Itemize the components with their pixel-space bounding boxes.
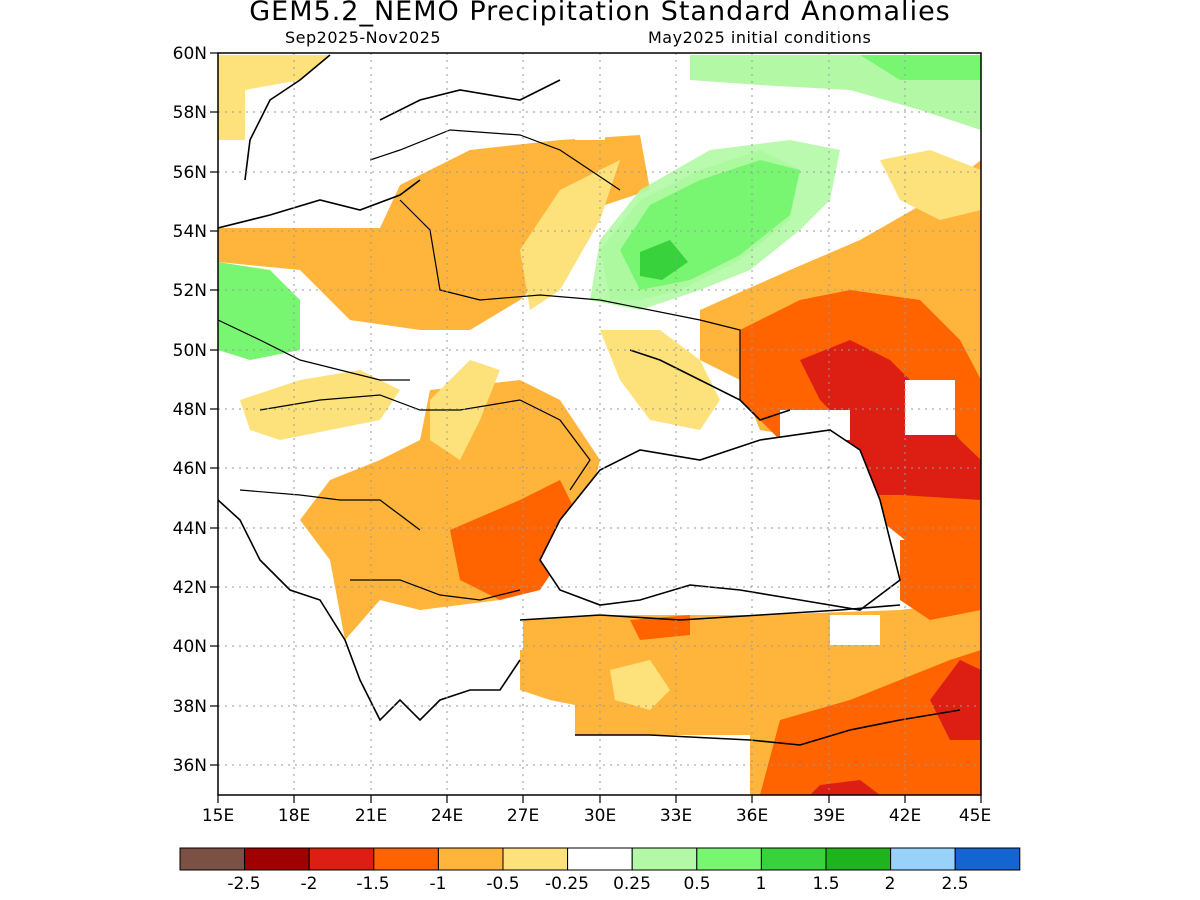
colorbar-swatch: [696, 847, 762, 871]
lon-label: 45E: [959, 806, 991, 826]
colorbar-swatch: [760, 847, 827, 871]
lat-label: 42N: [173, 578, 207, 598]
colorbar-swatch: [631, 847, 698, 871]
lon-label: 21E: [355, 806, 387, 826]
colorbar-label: 1.5: [812, 874, 839, 894]
longitude-labels: 15E 18E 21E 24E 27E 30E 33E 36E 39E 42E …: [202, 806, 991, 826]
lat-label: 36N: [173, 756, 207, 776]
colorbar-labels: -2.5 -2 -1.5 -1 -0.5 -0.25 0.25 0.5 1 1.…: [227, 874, 968, 894]
colorbar-label: 1: [756, 874, 767, 894]
colorbar-swatch: [244, 847, 310, 871]
lon-label: 30E: [584, 806, 616, 826]
colorbar-label: -0.5: [486, 874, 519, 894]
colorbar-label: 0.25: [613, 874, 651, 894]
map-title: GEM5.2_NEMO Precipitation Standard Anoma…: [249, 0, 951, 27]
lon-label: 27E: [507, 806, 539, 826]
colorbar-label: -2.5: [227, 874, 260, 894]
colorbar-label: -0.25: [545, 874, 589, 894]
lat-label: 56N: [173, 163, 207, 183]
lon-label: 24E: [431, 806, 463, 826]
colorbar-swatch: [308, 847, 375, 871]
lon-label: 36E: [736, 806, 768, 826]
lon-label: 39E: [813, 806, 845, 826]
colorbar-label: -2: [301, 874, 318, 894]
latitude-labels: 60N 58N 56N 54N 52N 50N 48N 46N 44N 42N …: [173, 44, 207, 776]
lat-label: 60N: [173, 44, 207, 64]
gridlines: [218, 53, 981, 795]
lon-label: 33E: [660, 806, 692, 826]
lat-label: 46N: [173, 459, 207, 479]
colorbar: [179, 847, 1021, 871]
lat-label: 44N: [173, 519, 207, 539]
colorbar-swatch: [502, 847, 569, 871]
colorbar-label: 2: [885, 874, 896, 894]
lon-label: 42E: [889, 806, 921, 826]
colorbar-label: 0.5: [683, 874, 710, 894]
forecast-period: Sep2025-Nov2025: [285, 28, 442, 47]
lat-label: 54N: [173, 222, 207, 242]
colorbar-swatch: [179, 847, 246, 871]
coastlines: [218, 54, 961, 746]
lon-label: 15E: [202, 806, 234, 826]
lon-label: 18E: [278, 806, 310, 826]
lat-label: 58N: [173, 103, 207, 123]
colorbar-label: -1: [430, 874, 447, 894]
initial-conditions: May2025 initial conditions: [648, 28, 872, 47]
lat-label: 38N: [173, 697, 207, 717]
colorbar-swatch: [373, 847, 439, 871]
anomaly-field: [218, 55, 981, 795]
colorbar-swatch: [890, 847, 956, 871]
colorbar-label: 2.5: [941, 874, 968, 894]
lat-label: 48N: [173, 400, 207, 420]
colorbar-swatch: [825, 847, 892, 871]
lat-label: 40N: [173, 637, 207, 657]
axis-ticks: [210, 52, 982, 803]
colorbar-swatch: [954, 847, 1021, 871]
colorbar-swatch: [437, 847, 504, 871]
colorbar-swatch: [567, 847, 633, 871]
borders: [218, 129, 741, 601]
lat-label: 52N: [173, 281, 207, 301]
colorbar-label: -1.5: [356, 874, 389, 894]
lat-label: 50N: [173, 341, 207, 361]
